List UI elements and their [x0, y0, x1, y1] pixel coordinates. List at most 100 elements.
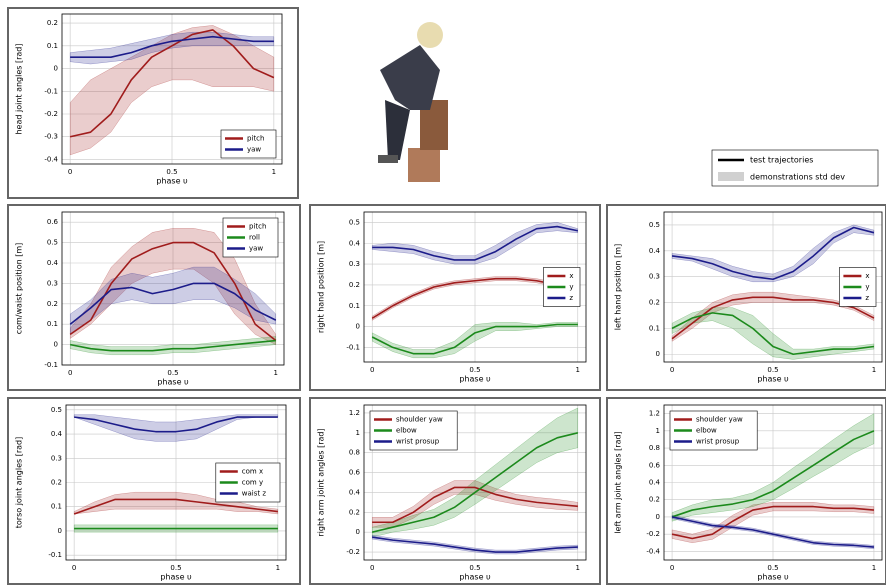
y-tick-label: 0.2 [649, 299, 660, 307]
x-tick-label: 0.5 [767, 366, 778, 374]
figure-legend: test trajectories demonstrations std dev [711, 149, 879, 187]
y-tick-label: -0.1 [48, 551, 62, 559]
trajectory [671, 312, 875, 356]
chart: 0 0.1 0.2 0.3 0.4 0.5 0 0.5 1 phase υ left hand po… [606, 204, 886, 391]
legend-label: y [569, 283, 573, 291]
plot-frame [663, 404, 883, 561]
x-tick-label: 0 [670, 564, 674, 572]
y-tick-label: 0.1 [349, 302, 360, 310]
chart: -0.1 0 0.1 0.2 0.3 0.4 0.5 0 0.5 1 phase υ right ha… [309, 204, 601, 391]
trajectory [70, 35, 274, 58]
y-tick-label: 0.6 [47, 218, 59, 226]
x-tick-label: 0 [72, 564, 76, 572]
trajectory [671, 516, 874, 548]
std-band [371, 322, 579, 359]
chart: -0.1 0 0.1 0.2 0.3 0.4 0.5 0.6 0 0.5 1 phase υ com/w… [7, 204, 301, 391]
legend-label: yaw [247, 146, 261, 154]
y-tick-label: 0.2 [47, 19, 58, 27]
x-axis-label: phase υ [157, 378, 189, 387]
trajectory [74, 416, 278, 433]
std-band [73, 491, 279, 515]
x-tick-label: 0.5 [767, 564, 778, 572]
y-tick-label: 1 [656, 427, 660, 435]
plot-frame [61, 13, 283, 165]
legend-label: wrist prosup [696, 438, 740, 446]
legend-label: test trajectories [750, 156, 813, 165]
y-tick-label: 0 [54, 341, 58, 349]
y-tick-label: 1 [356, 429, 360, 437]
y-tick-label: 0.4 [349, 488, 361, 496]
y-tick-label: 0.2 [349, 281, 360, 289]
x-tick-label: 0 [370, 564, 374, 572]
legend-label: shoulder yaw [396, 416, 443, 424]
x-tick-label: 1 [274, 369, 278, 377]
robot-legs [385, 100, 410, 160]
x-axis-label: phase υ [160, 573, 192, 582]
x-tick-label: 0 [670, 366, 674, 374]
trajectory [372, 486, 578, 524]
y-axis-label: right arm joint angles [rad] [317, 428, 326, 536]
y-tick-label: -0.4 [646, 547, 660, 555]
plot-frame [663, 211, 883, 363]
panel-frame [7, 397, 301, 585]
trajectory [69, 29, 275, 138]
x-tick-label: 0.5 [469, 564, 480, 572]
x-tick-label: 0 [68, 369, 72, 377]
x-tick-label: 1 [276, 564, 280, 572]
plot-frame [61, 211, 285, 366]
trajectory [372, 432, 578, 533]
x-axis-label: phase υ [757, 573, 789, 582]
legend-label: pitch [247, 135, 264, 143]
x-axis-label: phase υ [459, 375, 491, 384]
panel-frame [309, 397, 601, 585]
x-tick-label: 1 [576, 564, 580, 572]
x-axis-label: phase υ [156, 177, 188, 186]
y-tick-label: 0.4 [649, 479, 661, 487]
box [408, 148, 440, 182]
y-axis-label: left arm joint angles [rad] [614, 431, 623, 533]
chart: -0.2 0 0.2 0.4 0.6 0.8 1 1.2 0 0.5 1 phase υ right a… [309, 397, 601, 585]
plot-frame [363, 404, 587, 561]
y-tick-label: 0 [54, 65, 58, 73]
y-tick-label: 0.2 [349, 508, 360, 516]
y-tick-label: -0.4 [44, 155, 58, 163]
panel-frame [606, 397, 886, 585]
trajectory [671, 430, 875, 518]
y-axis-label: com/waist position [m] [15, 243, 24, 335]
plot-frame [363, 211, 587, 363]
std-band [671, 502, 875, 544]
legend-label: pitch [249, 223, 266, 231]
y-tick-label: 0 [356, 528, 360, 536]
trajectory [371, 323, 578, 355]
legend-label: y [865, 283, 869, 291]
y-tick-label: 0.1 [47, 42, 58, 50]
y-tick-label: 0.4 [349, 239, 361, 247]
y-tick-label: 0.1 [649, 324, 660, 332]
y-tick-label: 0 [656, 350, 660, 358]
y-tick-label: 0.3 [349, 260, 360, 268]
legend-label: z [569, 294, 573, 302]
y-tick-label: 0.4 [51, 430, 63, 438]
std-band [69, 266, 277, 335]
chart: -0.4 -0.2 0 0.2 0.4 0.6 0.8 1 1.2 0 0.5 1 phase υ lef… [606, 397, 886, 585]
y-tick-label: -0.2 [346, 548, 360, 556]
x-tick-label: 0.5 [469, 366, 480, 374]
y-axis-label: torso joint angles [rad] [15, 437, 24, 528]
x-tick-label: 1 [872, 564, 876, 572]
y-tick-label: 0.1 [51, 503, 62, 511]
y-tick-label: 0.4 [649, 247, 661, 255]
trajectory [69, 282, 277, 325]
trajectory [372, 536, 578, 553]
legend-label: shoulder yaw [696, 416, 743, 424]
legend-label: wrist prosup [396, 438, 440, 446]
y-tick-label: -0.2 [44, 110, 58, 118]
robot-head [417, 22, 443, 48]
chart: -0.4 -0.3 -0.2 -0.1 0 0.1 0.2 0 0.5 1 phase υ head … [7, 7, 299, 199]
std-band [671, 307, 875, 360]
y-axis-label: left hand position [m] [614, 244, 623, 330]
x-tick-label: 0 [68, 168, 72, 176]
y-tick-label: 0.3 [649, 273, 660, 281]
y-tick-label: -0.1 [44, 361, 58, 369]
y-tick-label: 1.2 [349, 409, 360, 417]
panel-frame [7, 204, 301, 391]
